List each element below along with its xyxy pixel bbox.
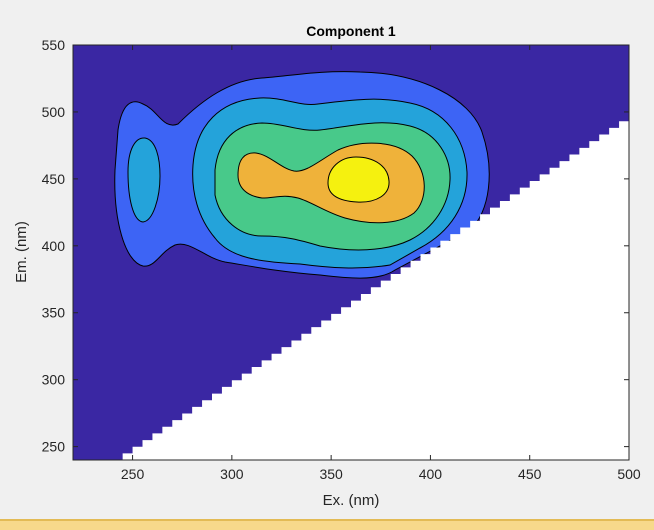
y-tick-label: 300 <box>42 372 66 388</box>
y-axis-label: Em. (nm) <box>13 221 30 283</box>
y-tick-label: 250 <box>42 439 66 455</box>
contour-level-5-peak <box>327 156 390 203</box>
x-axis: 250 300 350 400 450 500 <box>121 45 641 482</box>
y-axis: 250 300 350 400 450 500 550 <box>42 37 629 455</box>
y-tick-label: 450 <box>42 171 66 187</box>
contour-levels <box>114 71 490 279</box>
chart-title: Component 1 <box>306 23 396 39</box>
y-tick-label: 550 <box>42 37 66 53</box>
masked-region <box>112 114 629 460</box>
plot-area <box>73 45 629 460</box>
x-tick-label: 350 <box>319 466 343 482</box>
plot-frame <box>72 44 630 461</box>
y-tick-label: 500 <box>42 104 66 120</box>
x-tick-label: 250 <box>121 466 145 482</box>
x-tick-label: 300 <box>220 466 244 482</box>
x-tick-label: 450 <box>518 466 542 482</box>
y-tick-label: 400 <box>42 238 66 254</box>
x-axis-label: Ex. (nm) <box>323 492 380 509</box>
y-tick-label: 350 <box>42 305 66 321</box>
bottom-bar <box>0 519 654 530</box>
contour-level-2-left <box>127 137 161 223</box>
x-tick-label: 500 <box>617 466 641 482</box>
x-tick-label: 400 <box>419 466 443 482</box>
